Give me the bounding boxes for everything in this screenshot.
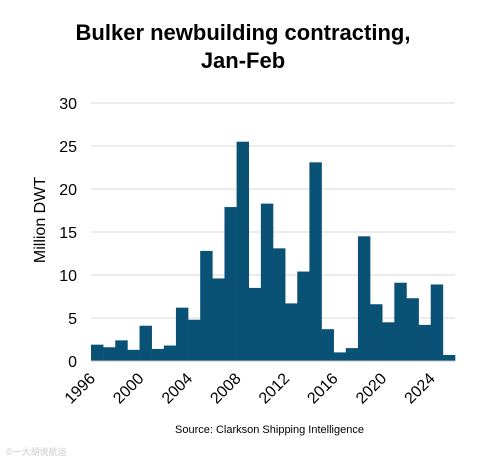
bar-2000 (139, 325, 152, 361)
bar-2017 (345, 348, 359, 361)
bar-2001 (151, 348, 165, 361)
x-tick-label: 2016 (304, 370, 341, 407)
bar-2011 (273, 248, 286, 361)
x-tick-label: 2012 (256, 370, 293, 407)
bar-1996 (91, 344, 104, 361)
bar-2022 (406, 298, 419, 361)
bar-2024 (430, 284, 444, 361)
y-tick-label: 25 (59, 139, 77, 156)
bar-2012 (285, 303, 298, 361)
y-tick-label: 15 (59, 225, 77, 242)
bars (91, 141, 456, 361)
y-tick-labels: 0 5 10 15 20 25 30 (59, 96, 77, 371)
x-tick-label: 2004 (159, 370, 196, 407)
bar-2021 (394, 282, 407, 361)
bar-2008 (236, 141, 250, 361)
x-tick-label: 2024 (402, 370, 439, 407)
bar-2007 (224, 207, 237, 361)
bar-2016 (333, 352, 347, 361)
bar-2009 (248, 287, 262, 361)
x-tick-label: 2000 (110, 370, 147, 407)
bar-2013 (297, 271, 310, 361)
y-tick-label: 20 (59, 182, 77, 199)
x-tick-label: 2020 (353, 370, 390, 407)
y-tick-label: 30 (59, 96, 77, 113)
chart-subtitle: Jan-Feb (200, 48, 286, 73)
bar-2023 (418, 324, 432, 361)
bar-2019 (370, 304, 383, 361)
bar-2010 (260, 203, 274, 361)
bar-1997 (103, 347, 116, 361)
x-tick-label: 1996 (62, 370, 99, 407)
bar-2018 (357, 236, 371, 361)
bar-2006 (212, 278, 225, 361)
watermark: ©一大胡说航运 (6, 447, 67, 457)
bar-2025 (442, 354, 456, 361)
y-tick-label: 0 (68, 354, 77, 371)
y-tick-label: 5 (68, 311, 77, 328)
y-axis-label: Million DWT (32, 177, 49, 263)
source-note: Source: Clarkson Shipping Intelligence (175, 424, 364, 436)
x-tick-labels: 1996 2000 2004 2008 2012 2016 2020 2024 (62, 370, 439, 407)
bar-2020 (382, 322, 395, 361)
bar-2002 (163, 345, 177, 361)
bar-1999 (127, 349, 140, 361)
x-tick-label: 2008 (207, 370, 244, 407)
y-tick-label: 10 (59, 268, 77, 285)
bar-2003 (175, 307, 189, 361)
bar-2005 (200, 250, 213, 361)
bar-2015 (321, 329, 334, 361)
bar-2004 (188, 319, 201, 361)
bar-1998 (115, 340, 128, 361)
chart-title: Bulker newbuilding contracting, (75, 20, 411, 45)
bar-2014 (309, 162, 322, 361)
